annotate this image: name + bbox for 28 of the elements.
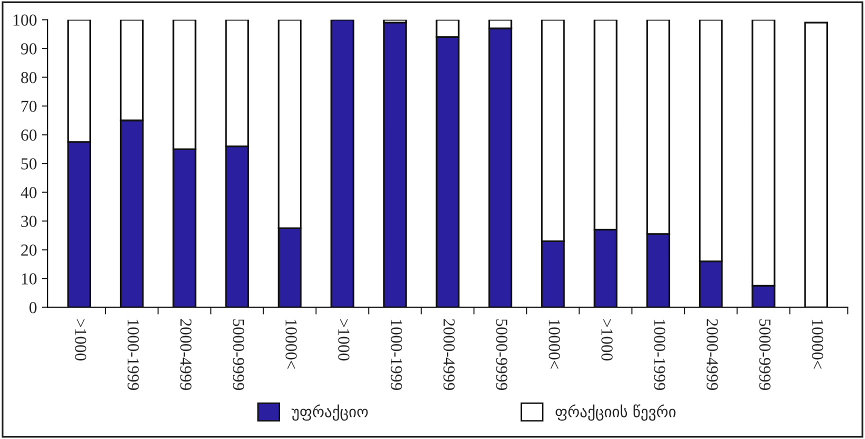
y-tick-label: 80 bbox=[21, 72, 37, 84]
y-tick-label: 50 bbox=[21, 158, 37, 170]
x-tick-label: 1000-1999 bbox=[128, 320, 139, 390]
y-tick-label: 10 bbox=[22, 273, 37, 284]
legend-label: უფრაქციო bbox=[292, 404, 368, 421]
y-tick-label: 70 bbox=[22, 100, 37, 112]
x-tick-label: >1000 bbox=[74, 319, 86, 361]
y-tick-label: 60 bbox=[21, 129, 37, 141]
x-tick-label: >1000 bbox=[338, 319, 350, 361]
x-tick-label: 2000-4999 bbox=[706, 319, 718, 390]
x-tick-label: 2000-4999 bbox=[180, 319, 192, 390]
x-tick-label: >1000 bbox=[601, 319, 613, 361]
x-tick-label: 10000< bbox=[812, 320, 824, 369]
x-tick-label: 2000-4999 bbox=[443, 319, 455, 390]
x-tick-label: 5000-9999 bbox=[496, 319, 508, 390]
x-tick-label: 1000-1999 bbox=[390, 320, 402, 390]
x-tick-label: 5000-9999 bbox=[232, 319, 244, 390]
legend-label: ფრაქციის წევრი bbox=[556, 404, 676, 421]
y-tick-label: 0 bbox=[29, 302, 37, 314]
x-tick-label: 10000< bbox=[286, 320, 297, 369]
x-tick-label: 10000< bbox=[548, 320, 560, 369]
y-tick-label: 100 bbox=[14, 14, 37, 26]
y-tick-label: 30 bbox=[21, 216, 37, 227]
x-tick-label: 1000-1999 bbox=[654, 320, 666, 390]
y-tick-label: 20 bbox=[21, 244, 37, 256]
y-tick-label: 40 bbox=[20, 186, 37, 198]
x-tick-label: 5000-9999 bbox=[759, 319, 771, 390]
y-tick-label: 90 bbox=[21, 43, 37, 54]
